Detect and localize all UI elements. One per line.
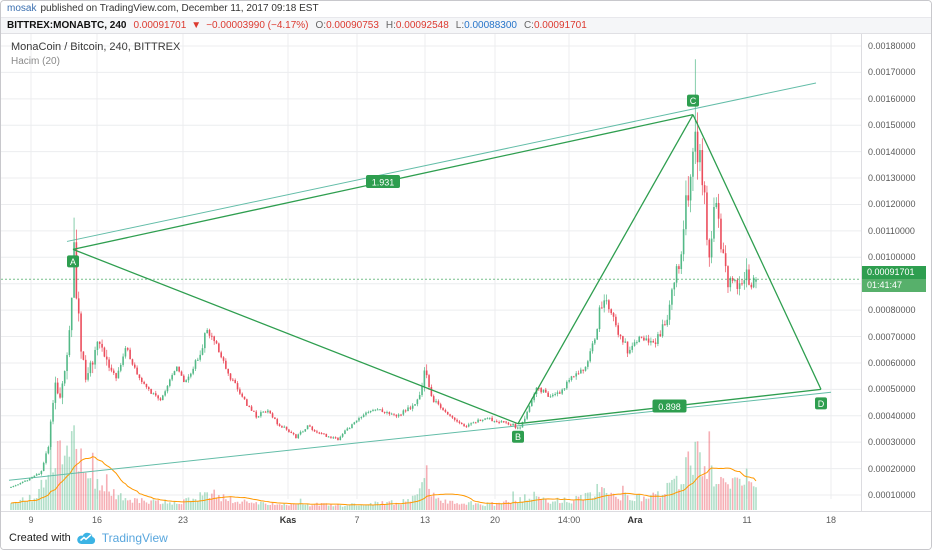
time-tick-label: 18 xyxy=(825,515,837,525)
trendlines xyxy=(8,82,832,481)
price-tick-label: 0.00030000 xyxy=(868,437,916,448)
price-tick-label: 0.00040000 xyxy=(868,410,916,421)
price-tick-label: 0.00080000 xyxy=(868,305,916,316)
low-label: L: xyxy=(455,20,465,31)
high-value: 0.00092548 xyxy=(395,20,449,31)
last-price-badge: 0.00091701 01:41:47 xyxy=(862,266,926,293)
svg-text:B: B xyxy=(515,432,521,442)
svg-text:D: D xyxy=(818,399,825,409)
created-with-label: Created with xyxy=(9,532,71,544)
svg-text:0.898: 0.898 xyxy=(658,402,681,412)
price-tick-label: 0.00180000 xyxy=(868,41,916,51)
time-tick-label: Ara xyxy=(627,515,643,525)
price-tick-label: 0.00100000 xyxy=(868,252,916,263)
candles xyxy=(10,59,757,488)
price-chart[interactable]: 1.931 0.898 A B C D xyxy=(1,34,861,511)
tradingview-brand-text: TradingView xyxy=(101,531,168,545)
price-change: −0.00003990 (−4.17%) xyxy=(206,20,309,31)
pattern-ratio-label xyxy=(652,399,687,413)
svg-text:1.931: 1.931 xyxy=(372,178,395,188)
time-tick-label: 23 xyxy=(177,515,189,525)
price-tick-label: 0.00150000 xyxy=(868,120,916,131)
price-tick-label: 0.00070000 xyxy=(868,331,916,342)
last-price-value: 0.00091701 xyxy=(133,20,187,31)
close-label: C: xyxy=(523,20,534,31)
time-axis[interactable]: 9 16 23 Kas 7 13 20 14:00 Ara 11 18 xyxy=(1,511,931,527)
publish-bar: mosak published on TradingView.com, Decem… xyxy=(1,1,931,17)
grid xyxy=(1,34,861,499)
publish-text: published on TradingView.com, December 1… xyxy=(40,3,319,14)
chart-area: 1.931 0.898 A B C D MonaCoin / Bitcoin, 240, … xyxy=(1,34,931,511)
svg-text:A: A xyxy=(70,257,76,267)
time-tick-label: 9 xyxy=(28,515,34,525)
high-label: H: xyxy=(385,20,396,31)
direction-down-icon: ▼ xyxy=(191,20,202,31)
pattern-ratio-label xyxy=(366,175,400,189)
price-tick-label: 0.00120000 xyxy=(868,199,916,210)
badge-price-value: 0.00091701 xyxy=(862,266,926,280)
pattern-point-label xyxy=(687,94,699,107)
price-tick-label: 0.00020000 xyxy=(868,463,916,474)
price-tick-label: 0.00130000 xyxy=(868,173,916,184)
time-tick-label: 11 xyxy=(742,515,752,525)
pattern-point-label xyxy=(67,255,79,268)
time-tick-label: 13 xyxy=(419,515,431,525)
price-tick-label: 0.00050000 xyxy=(868,384,916,395)
badge-countdown: 01:41:47 xyxy=(862,279,926,293)
close-value: 0.00091701 xyxy=(533,20,587,31)
time-tick-label: Kas xyxy=(279,515,297,525)
footer: Created with TradingView xyxy=(1,527,931,549)
time-tick-label: 16 xyxy=(91,515,103,525)
pattern-point-label xyxy=(512,430,524,443)
low-value: 0.00088300 xyxy=(464,20,517,31)
volume-ma-line xyxy=(10,456,757,506)
time-tick-label: 20 xyxy=(489,515,501,525)
svg-text:C: C xyxy=(690,96,697,106)
symbol-info-bar: BITTREX:MONABTC, 240 0.00091701 ▼ −0.000039… xyxy=(1,17,931,34)
time-tick-label: 7 xyxy=(354,515,360,525)
open-label: O: xyxy=(315,20,327,31)
price-tick-label: 0.00140000 xyxy=(868,146,916,157)
symbol-name: BITTREX:MONABTC, 240 xyxy=(7,20,127,31)
price-tick-label: 0.00110000 xyxy=(868,225,915,236)
price-tick-label: 0.00010000 xyxy=(868,490,916,500)
price-axis[interactable]: 0.00091701 01:41:47 0.00180000 0.00170000… xyxy=(861,34,931,511)
abcd-pattern: 1.931 0.898 A B C D xyxy=(67,94,827,443)
price-tick-label: 0.00060000 xyxy=(868,357,916,368)
time-tick-label: 14:00 xyxy=(557,515,581,525)
open-value: 0.00090753 xyxy=(326,20,379,31)
tradingview-cloud-logo xyxy=(76,532,95,545)
price-tick-label: 0.00170000 xyxy=(868,67,916,78)
publisher-link[interactable]: mosak xyxy=(7,3,37,14)
price-tick-label: 0.00160000 xyxy=(868,93,916,104)
pattern-point-label xyxy=(815,397,827,410)
tradingview-brand-link[interactable]: TradingView xyxy=(76,531,168,545)
